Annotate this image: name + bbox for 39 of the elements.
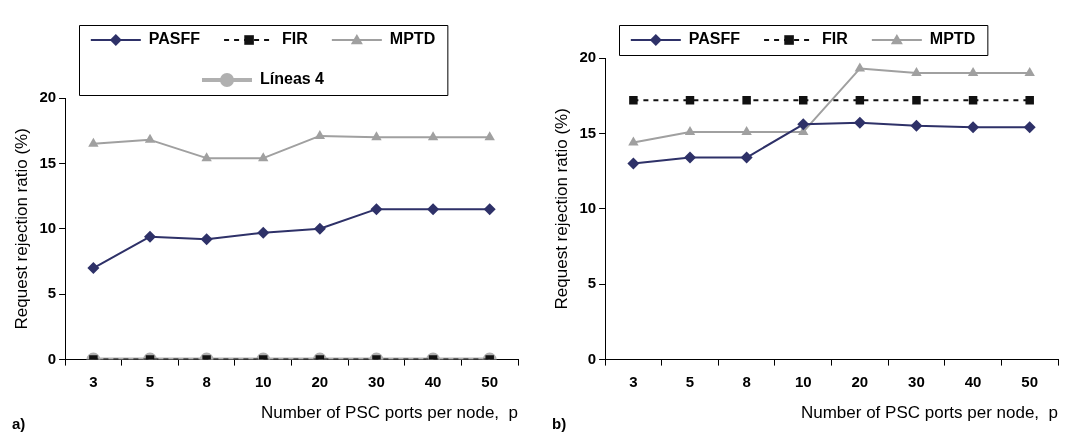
x-tick-label: 8 bbox=[202, 372, 211, 390]
legend-label: Líneas 4 bbox=[259, 70, 325, 88]
legend-label: FIR bbox=[822, 30, 849, 48]
y-axis-title: Request rejection ratio (%) bbox=[551, 108, 571, 310]
x-tick-label: 30 bbox=[908, 372, 925, 390]
y-tick-label: 5 bbox=[47, 284, 57, 302]
y-tick-label: 5 bbox=[587, 274, 597, 292]
x-tick-label: 40 bbox=[424, 372, 442, 390]
x-tick-label: 10 bbox=[794, 372, 812, 390]
y-tick-label: 15 bbox=[39, 153, 57, 171]
x-tick-label: 20 bbox=[311, 372, 329, 390]
y-tick-label: 20 bbox=[579, 48, 597, 66]
legend-label: PASFF bbox=[688, 30, 741, 48]
x-axis-title: Number of PSC ports per node, p bbox=[800, 403, 1058, 423]
x-tick-label: 50 bbox=[1021, 372, 1039, 390]
x-tick-label: 5 bbox=[685, 372, 695, 390]
x-tick-label: 8 bbox=[742, 372, 751, 390]
x-tick-label: 50 bbox=[481, 372, 499, 390]
x-axis-title: Number of PSC ports per node, p bbox=[260, 403, 518, 423]
y-tick-label: 10 bbox=[579, 198, 597, 216]
legend-label: MPTD bbox=[929, 30, 976, 48]
y-tick-label: 20 bbox=[39, 88, 57, 106]
x-tick-label: 3 bbox=[629, 372, 638, 390]
legend-label: FIR bbox=[282, 30, 309, 48]
text: a) bbox=[12, 414, 26, 432]
legend-label: PASFF bbox=[148, 30, 201, 48]
x-tick-label: 3 bbox=[89, 372, 98, 390]
y-axis-title: Request rejection ratio (%) bbox=[11, 128, 31, 330]
x-tick-label: 30 bbox=[368, 372, 385, 390]
y-tick-label: 10 bbox=[39, 218, 57, 236]
text: b) bbox=[552, 414, 567, 432]
legend-label: MPTD bbox=[389, 30, 436, 48]
y-tick-label: 0 bbox=[587, 349, 597, 367]
x-tick-label: 5 bbox=[145, 372, 155, 390]
x-tick-label: 10 bbox=[254, 372, 272, 390]
x-tick-label: 20 bbox=[851, 372, 869, 390]
y-tick-label: 15 bbox=[579, 123, 597, 141]
x-tick-label: 40 bbox=[964, 372, 982, 390]
y-tick-label: 0 bbox=[47, 349, 57, 367]
